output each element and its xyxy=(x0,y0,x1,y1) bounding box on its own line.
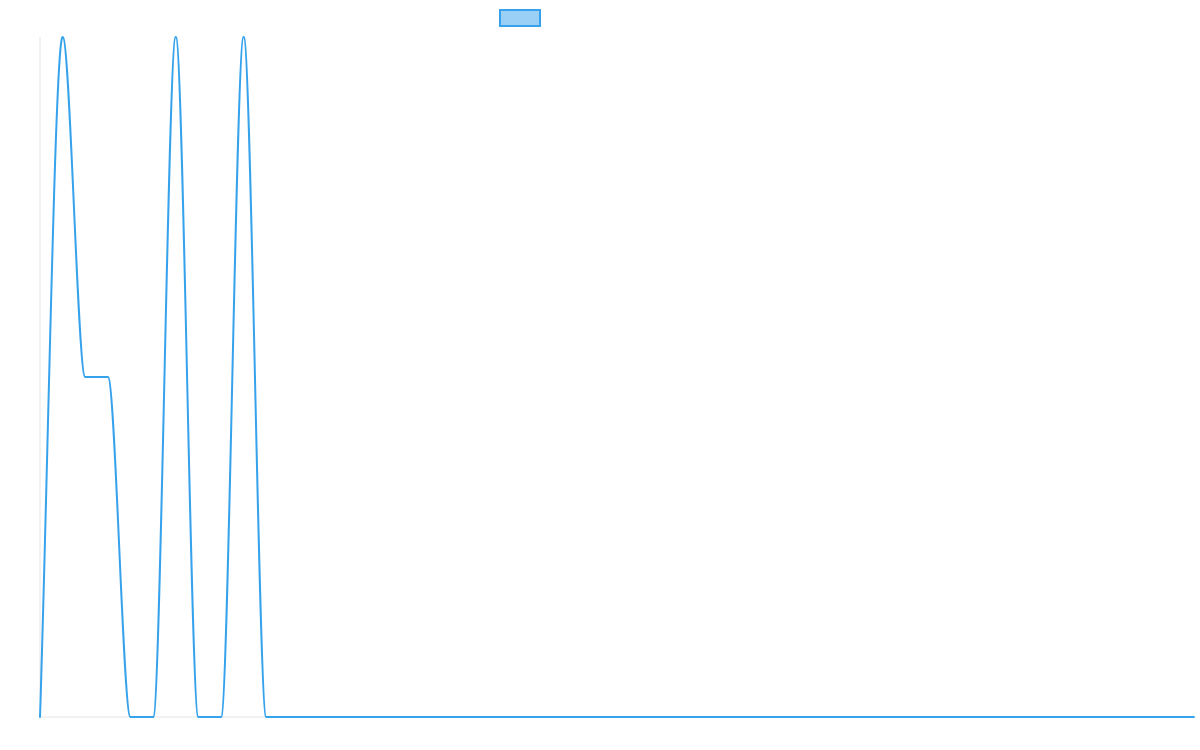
legend-swatch[interactable] xyxy=(499,9,541,27)
series-layer xyxy=(39,36,1195,719)
series-line-0[interactable] xyxy=(39,36,1195,719)
legend[interactable] xyxy=(499,9,541,27)
